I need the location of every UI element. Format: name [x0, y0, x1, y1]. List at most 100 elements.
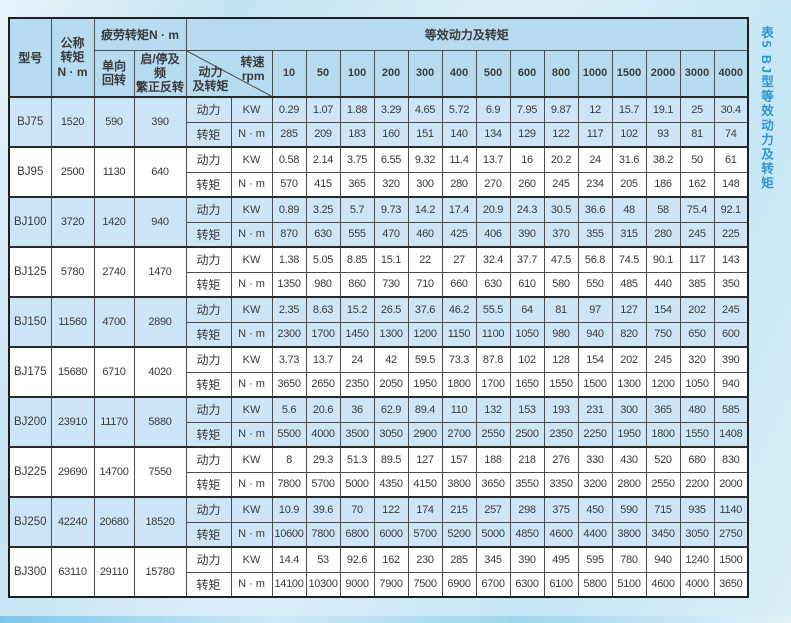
torque-value-cell: 370 [543, 221, 579, 248]
start-stop-cell: 5880 [133, 396, 187, 448]
torque-value-cell: 162 [679, 171, 715, 198]
power-unit-cell: KW [230, 346, 273, 373]
power-value-cell: 0.89 [271, 196, 307, 223]
torque-value-cell: 5800 [577, 571, 613, 598]
power-value-cell: 780 [611, 546, 647, 573]
bottom-decoration [0, 616, 791, 623]
torque-value-cell: 5100 [611, 571, 647, 598]
power-value-cell: 102 [509, 346, 545, 373]
torque-value-cell: 3200 [577, 471, 613, 498]
speed-col-header: 50 [305, 49, 341, 98]
power-value-cell: 58 [645, 196, 681, 223]
power-value-cell: 0.29 [271, 96, 307, 123]
torque-value-cell: 186 [645, 171, 681, 198]
power-value-cell: 17.4 [441, 196, 477, 223]
torque-value-cell: 2700 [441, 421, 477, 448]
torque-value-cell: 5000 [475, 521, 511, 548]
torque-value-cell: 2200 [679, 471, 715, 498]
torque-value-cell: 5700 [407, 521, 443, 548]
torque-value-cell: 2350 [339, 371, 375, 398]
torque-unit-cell: N · m [230, 171, 273, 198]
model-torque-row: 转矩 N · m 14100 10300 9000 7900 7500 6900 6700 630… [9, 571, 749, 598]
torque-value-cell: 3650 [475, 471, 511, 498]
power-value-cell: 215 [441, 496, 477, 523]
power-unit-cell: KW [230, 446, 273, 473]
model-power-row: BJ250 42240 20680 18520 动力 KW 10.9 39.6 70 122 174… [8, 496, 749, 548]
torque-value-cell: 710 [407, 271, 443, 298]
power-row-label: 动力 [185, 546, 232, 573]
torque-value-cell: 1550 [679, 421, 715, 448]
power-unit-cell: KW [230, 496, 273, 523]
power-value-cell: 245 [645, 346, 681, 373]
torque-value-cell: 6900 [441, 571, 477, 598]
torque-value-cell: 610 [509, 271, 545, 298]
power-row-label: 动力 [185, 396, 232, 423]
power-unit-cell: KW [230, 196, 273, 223]
power-value-cell: 90.1 [645, 246, 681, 273]
torque-row-label: 转矩 [185, 521, 232, 548]
unidirectional-cell: 2740 [93, 246, 135, 298]
torque-row-label: 转矩 [185, 421, 232, 448]
power-value-cell: 830 [713, 446, 749, 473]
power-value-cell: 0.58 [271, 146, 307, 173]
speed-col-header: 2000 [645, 49, 681, 98]
power-value-cell: 12 [577, 96, 613, 123]
speed-axis-label: 转速 rpm [240, 54, 265, 83]
power-value-cell: 73.3 [441, 346, 477, 373]
torque-value-cell: 234 [577, 171, 613, 198]
torque-value-cell: 4000 [679, 571, 715, 598]
power-value-cell: 75.4 [679, 196, 715, 223]
power-value-cell: 300 [611, 396, 647, 423]
torque-value-cell: 4850 [509, 521, 545, 548]
torque-value-cell: 1800 [645, 421, 681, 448]
power-value-cell: 20.9 [475, 196, 511, 223]
power-value-cell: 24 [339, 346, 375, 373]
power-value-cell: 585 [713, 396, 749, 423]
power-value-cell: 1500 [713, 546, 749, 573]
torque-value-cell: 2550 [645, 471, 681, 498]
torque-value-cell: 3550 [509, 471, 545, 498]
nominal-torque-cell: 1520 [50, 96, 95, 148]
torque-value-cell: 6000 [373, 521, 409, 548]
power-value-cell: 5.6 [271, 396, 307, 423]
power-value-cell: 3.25 [305, 196, 341, 223]
nominal-torque-cell: 29690 [50, 446, 95, 498]
torque-value-cell: 9000 [339, 571, 375, 598]
power-value-cell: 345 [475, 546, 511, 573]
power-value-cell: 230 [407, 546, 443, 573]
unidirectional-cell: 20680 [93, 496, 135, 548]
nominal-torque-cell: 42240 [50, 496, 95, 548]
power-value-cell: 128 [543, 346, 579, 373]
torque-value-cell: 2300 [271, 321, 307, 348]
torque-value-cell: 650 [679, 321, 715, 348]
power-value-cell: 42 [373, 346, 409, 373]
power-value-cell: 365 [645, 396, 681, 423]
speed-col-header: 10 [271, 49, 307, 98]
power-value-cell: 15.7 [611, 96, 647, 123]
torque-value-cell: 300 [407, 171, 443, 198]
torque-value-cell: 860 [339, 271, 375, 298]
power-value-cell: 162 [373, 546, 409, 573]
power-value-cell: 15.2 [339, 296, 375, 323]
torque-value-cell: 6300 [509, 571, 545, 598]
torque-value-cell: 2900 [407, 421, 443, 448]
torque-value-cell: 3800 [611, 521, 647, 548]
torque-value-cell: 7500 [407, 571, 443, 598]
torque-value-cell: 117 [577, 121, 613, 148]
model-power-row: BJ175 15680 6710 4020 动力 KW 3.73 13.7 24 42 59.5 73… [8, 346, 749, 398]
power-value-cell: 4.65 [407, 96, 443, 123]
torque-value-cell: 3650 [271, 371, 307, 398]
power-value-cell: 8.63 [305, 296, 341, 323]
torque-value-cell: 1200 [407, 321, 443, 348]
power-value-cell: 87.8 [475, 346, 511, 373]
power-value-cell: 16 [509, 146, 545, 173]
power-value-cell: 36.6 [577, 196, 613, 223]
torque-value-cell: 2350 [543, 421, 579, 448]
start-stop-cell: 640 [133, 146, 187, 198]
power-unit-cell: KW [230, 546, 273, 573]
power-value-cell: 20.2 [543, 146, 579, 173]
torque-value-cell: 1408 [713, 421, 749, 448]
torque-value-cell: 1650 [509, 371, 545, 398]
torque-value-cell: 160 [373, 121, 409, 148]
power-value-cell: 19.1 [645, 96, 681, 123]
